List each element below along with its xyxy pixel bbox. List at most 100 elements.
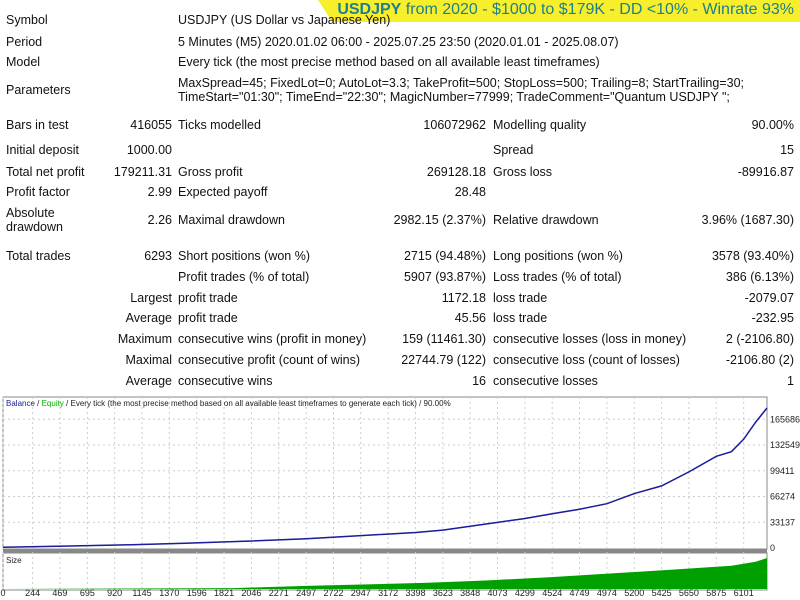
x-tick-label: 5425 bbox=[652, 588, 672, 598]
stat-label: Modelling quality bbox=[493, 118, 587, 132]
legend-balance: Balance bbox=[6, 399, 35, 408]
x-tick-label: 5875 bbox=[706, 588, 726, 598]
stat-value: 269128.18 bbox=[426, 165, 486, 179]
stat-value: 22744.79 (122) bbox=[401, 353, 486, 367]
stat-value: 6293 bbox=[144, 249, 172, 263]
title-banner: USDJPY from 2020 - $1000 to $179K - DD <… bbox=[318, 0, 800, 22]
size-area bbox=[3, 558, 767, 589]
x-tick-label: 469 bbox=[52, 588, 67, 598]
stat-value: Maximum bbox=[117, 332, 172, 346]
stat-label: Absolute bbox=[6, 206, 55, 220]
stat-value: 16 bbox=[472, 374, 486, 388]
main-panel bbox=[2, 396, 768, 550]
stat-value: 15 bbox=[780, 143, 794, 157]
x-tick-label: 4524 bbox=[542, 588, 562, 598]
stat-value: 159 (11461.30) bbox=[402, 332, 486, 346]
x-tick-label: 4299 bbox=[515, 588, 535, 598]
stat-label: Maximal drawdown bbox=[178, 213, 285, 227]
x-tick-label: 3848 bbox=[460, 588, 480, 598]
stat-value: Average bbox=[125, 311, 172, 325]
x-tick-label: 920 bbox=[107, 588, 122, 598]
y-tick-label: 66274 bbox=[770, 492, 795, 502]
stat-value: Largest bbox=[130, 291, 172, 305]
x-tick-label: 4749 bbox=[570, 588, 590, 598]
x-tick-label: 2046 bbox=[241, 588, 261, 598]
header-label: Parameters bbox=[6, 83, 71, 97]
x-tick-label: 1821 bbox=[214, 588, 234, 598]
stat-value: 2 (-2106.80) bbox=[725, 332, 794, 346]
x-tick-label: 5650 bbox=[679, 588, 699, 598]
header-value: USDJPY (US Dollar vs Japanese Yen) bbox=[178, 13, 391, 27]
header-value: 5 Minutes (M5) 2020.01.02 06:00 - 2025.0… bbox=[178, 35, 619, 49]
x-tick-label: 2271 bbox=[269, 588, 289, 598]
header-value: MaxSpread=45; FixedLot=0; AutoLot=3.3; T… bbox=[178, 76, 744, 90]
stat-label: consecutive losses (loss in money) bbox=[493, 332, 687, 346]
stat-label: consecutive losses bbox=[493, 374, 598, 388]
stat-value: 1172.18 bbox=[441, 291, 486, 305]
stat-label: Profit factor bbox=[6, 185, 70, 199]
header-value: TimeStart="01:30"; TimeEnd="22:30"; Magi… bbox=[178, 90, 730, 104]
stat-value: -2106.80 (2) bbox=[725, 353, 794, 367]
stat-label: Short positions (won %) bbox=[178, 249, 311, 263]
stat-value: 3578 (93.40%) bbox=[711, 249, 794, 263]
stat-value: -232.95 bbox=[751, 311, 794, 325]
x-tick-label: 0 bbox=[0, 588, 5, 598]
stat-value: 179211.31 bbox=[113, 165, 172, 179]
y-tick-label: 132549 bbox=[770, 440, 800, 450]
panel-divider bbox=[3, 549, 767, 553]
legend-equity: Equity bbox=[42, 399, 64, 408]
size-label: Size bbox=[6, 556, 22, 565]
header-label: Symbol bbox=[6, 13, 48, 27]
stat-label: loss trade bbox=[493, 311, 548, 325]
stat-label: Ticks modelled bbox=[178, 118, 261, 132]
stat-label: Gross loss bbox=[493, 165, 553, 179]
x-tick-label: 4974 bbox=[597, 588, 617, 598]
y-tick-label: 165686 bbox=[770, 414, 800, 424]
chart-legend: Balance / Equity / Every tick (the most … bbox=[6, 399, 451, 408]
x-tick-label: 2722 bbox=[323, 588, 343, 598]
stat-value: 28.48 bbox=[454, 185, 486, 199]
stat-value: 386 (6.13%) bbox=[725, 270, 794, 284]
header-label: Period bbox=[6, 35, 43, 49]
x-tick-label: 1596 bbox=[187, 588, 207, 598]
x-tick-label: 3398 bbox=[406, 588, 426, 598]
y-tick-label: 0 bbox=[770, 543, 775, 553]
stat-value: -2079.07 bbox=[744, 291, 794, 305]
stat-value: 3.96% (1687.30) bbox=[701, 213, 794, 227]
stat-value: 1 bbox=[787, 374, 794, 388]
stat-label: Relative drawdown bbox=[493, 213, 599, 227]
x-tick-label: 244 bbox=[25, 588, 40, 598]
stat-label: Long positions (won %) bbox=[493, 249, 623, 263]
x-tick-label: 695 bbox=[80, 588, 95, 598]
stat-label: consecutive profit (count of wins) bbox=[178, 353, 361, 367]
stat-value: 2.99 bbox=[147, 185, 172, 199]
header-label: Model bbox=[6, 55, 41, 69]
x-tick-label: 2497 bbox=[296, 588, 316, 598]
stat-value: 45.56 bbox=[454, 311, 486, 325]
stat-value: Average bbox=[125, 374, 172, 388]
stat-label: consecutive wins bbox=[178, 374, 273, 388]
stat-label: Expected payoff bbox=[178, 185, 268, 199]
stat-label: Loss trades (% of total) bbox=[493, 270, 622, 284]
stat-value: Maximal bbox=[125, 353, 172, 367]
stat-label: Total trades bbox=[6, 249, 71, 263]
legend-sep: / bbox=[35, 399, 42, 408]
stat-label: Gross profit bbox=[178, 165, 243, 179]
stat-label: loss trade bbox=[493, 291, 548, 305]
x-tick-label: 1145 bbox=[132, 588, 151, 598]
stat-value: 1000.00 bbox=[126, 143, 172, 157]
stat-value: 2982.15 (2.37%) bbox=[393, 213, 486, 227]
stat-label: Profit trades (% of total) bbox=[178, 270, 310, 284]
y-tick-label: 99411 bbox=[770, 466, 794, 476]
stat-label: Spread bbox=[493, 143, 534, 157]
x-tick-label: 4073 bbox=[487, 588, 507, 598]
x-tick-label: 3623 bbox=[433, 588, 453, 598]
stat-label: consecutive loss (count of losses) bbox=[493, 353, 680, 367]
stat-value: 416055 bbox=[130, 118, 172, 132]
stat-label: profit trade bbox=[178, 311, 238, 325]
x-tick-label: 2947 bbox=[351, 588, 371, 598]
stat-value: 2715 (94.48%) bbox=[403, 249, 486, 263]
x-tick-label: 5200 bbox=[624, 588, 644, 598]
stat-label: Initial deposit bbox=[6, 143, 79, 157]
stat-value: 2.26 bbox=[147, 213, 172, 227]
